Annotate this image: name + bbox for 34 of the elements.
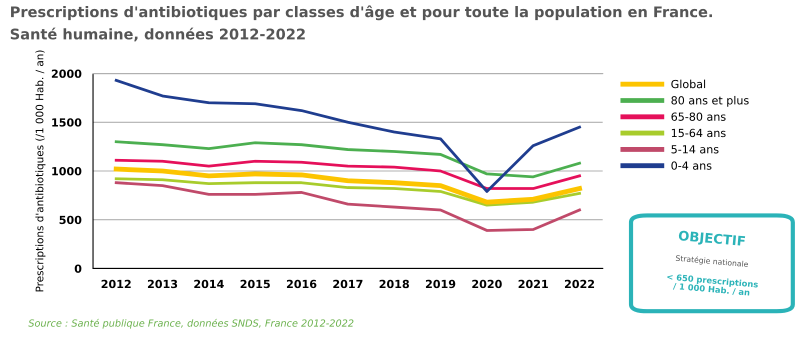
legend-label: 0-4 ans [671,161,712,170]
line-series [114,140,581,178]
source-note: Source : Santé publique France, données SNDS, France 2012-2022 [28,318,354,329]
x-tick-label: 2016 [286,280,316,288]
x-tick-label: 2012 [102,280,131,288]
x-tick-label: 2013 [148,280,178,288]
x-tick-label: 2014 [194,280,224,288]
x-tick-label: 2022 [564,280,594,288]
legend-label: 80 ans et plus [671,96,749,107]
y-axis-title: Prescriptions d'antibiotiques (/1 000 Hab. / an) [35,50,46,292]
text: < 650 prescriptions / 1 000 Hab. / an [666,273,758,296]
x-tick-label: 2015 [240,280,270,288]
y-tick-label: 500 [60,216,82,224]
line-series [114,166,582,205]
x-tick-label: 2021 [518,280,548,288]
y-tick-label: 0 [74,264,82,273]
y-tick-label: 1000 [52,166,82,176]
chart-title: Prescriptions d'antibiotiques par classes d'âge et pour toute la population en France. [11,5,712,20]
y-tick-label: 2000 [52,70,82,78]
line-series [114,78,581,193]
legend-label: 65-80 ans [671,112,726,121]
x-tick-label: 2020 [472,280,502,288]
line-series [114,181,581,232]
chart-subtitle: Santé humaine, données 2012-2022 [10,28,305,42]
y-tick-label: 1500 [52,118,82,127]
legend-label: 5-14 ans [672,145,719,154]
line-series [114,158,581,190]
legend-label: Global [671,80,706,88]
line-series [114,177,581,207]
x-tick-label: 2018 [380,280,409,288]
x-tick-label: 2019 [426,280,456,288]
text: OBJECTIF [678,230,746,249]
legend-label: 15-64 ans [672,128,726,138]
x-tick-label: 2017 [333,280,362,288]
